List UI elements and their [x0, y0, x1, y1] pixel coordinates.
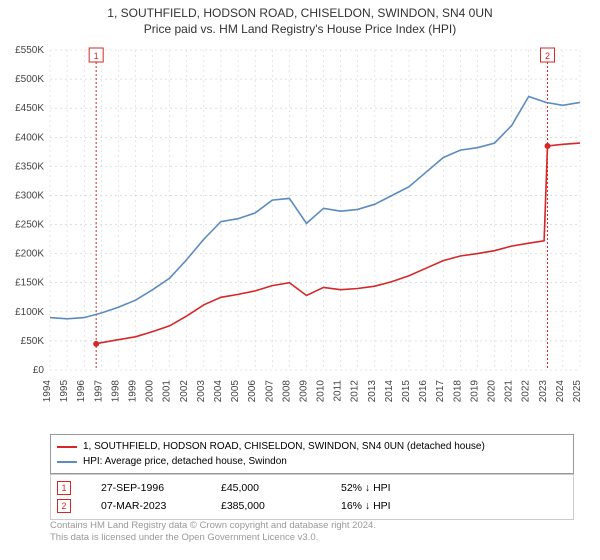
chart-plot: £0£50K£100K£150K£200K£250K£300K£350K£400…: [50, 44, 580, 404]
svg-text:2018: 2018: [452, 380, 463, 403]
svg-text:£400K: £400K: [15, 132, 44, 143]
svg-text:2004: 2004: [213, 380, 224, 403]
legend-label-1: HPI: Average price, detached house, Swin…: [83, 454, 287, 469]
event-delta: 52% ↓ HPI: [341, 482, 431, 494]
svg-text:£0: £0: [33, 365, 45, 376]
svg-text:£350K: £350K: [15, 161, 44, 172]
svg-text:1997: 1997: [93, 380, 104, 403]
legend-row: 1, SOUTHFIELD, HODSON ROAD, CHISELDON, S…: [57, 439, 567, 454]
event-delta: 16% ↓ HPI: [341, 500, 431, 512]
title-block: 1, SOUTHFIELD, HODSON ROAD, CHISELDON, S…: [0, 0, 600, 36]
svg-text:2022: 2022: [521, 380, 532, 403]
svg-text:1: 1: [94, 51, 99, 61]
svg-text:2: 2: [545, 51, 550, 61]
svg-text:1998: 1998: [110, 380, 121, 403]
svg-text:2005: 2005: [230, 380, 241, 403]
svg-text:2023: 2023: [538, 380, 549, 403]
title-main: 1, SOUTHFIELD, HODSON ROAD, CHISELDON, S…: [0, 6, 600, 20]
svg-text:2009: 2009: [298, 380, 309, 403]
svg-text:2014: 2014: [384, 380, 395, 403]
svg-text:2025: 2025: [572, 380, 583, 403]
svg-text:2015: 2015: [401, 380, 412, 403]
license-line-1: Contains HM Land Registry data © Crown c…: [50, 520, 376, 532]
event-badge-2: 2: [57, 499, 71, 513]
svg-text:2019: 2019: [469, 380, 480, 403]
svg-text:£50K: £50K: [21, 336, 45, 347]
svg-text:£300K: £300K: [15, 190, 44, 201]
svg-text:2024: 2024: [555, 380, 566, 403]
chart-container: 1, SOUTHFIELD, HODSON ROAD, CHISELDON, S…: [0, 0, 600, 560]
svg-text:1995: 1995: [59, 380, 70, 403]
svg-text:2017: 2017: [435, 380, 446, 403]
title-sub: Price paid vs. HM Land Registry's House …: [0, 22, 600, 36]
svg-text:£450K: £450K: [15, 103, 44, 114]
svg-text:2021: 2021: [504, 380, 515, 403]
chart-svg: £0£50K£100K£150K£200K£250K£300K£350K£400…: [50, 44, 580, 404]
event-price: £385,000: [221, 500, 311, 512]
svg-text:2003: 2003: [196, 380, 207, 403]
svg-text:2013: 2013: [367, 380, 378, 403]
svg-text:1999: 1999: [127, 380, 138, 403]
svg-text:£200K: £200K: [15, 249, 44, 260]
legend-row: HPI: Average price, detached house, Swin…: [57, 454, 567, 469]
events-table: 1 27-SEP-1996 £45,000 52% ↓ HPI 2 07-MAR…: [50, 474, 574, 520]
legend-label-0: 1, SOUTHFIELD, HODSON ROAD, CHISELDON, S…: [83, 439, 485, 454]
license-line-2: This data is licensed under the Open Gov…: [50, 532, 376, 544]
svg-text:2006: 2006: [247, 380, 258, 403]
event-date: 07-MAR-2023: [101, 500, 191, 512]
svg-text:2001: 2001: [162, 380, 173, 403]
legend-swatch-0: [57, 446, 77, 448]
svg-text:£500K: £500K: [15, 74, 44, 85]
legend: 1, SOUTHFIELD, HODSON ROAD, CHISELDON, S…: [50, 434, 574, 474]
svg-text:2000: 2000: [145, 380, 156, 403]
event-badge-1: 1: [57, 481, 71, 495]
svg-text:£550K: £550K: [15, 45, 44, 56]
event-date: 27-SEP-1996: [101, 482, 191, 494]
svg-text:2020: 2020: [487, 380, 498, 403]
svg-text:1994: 1994: [42, 380, 53, 403]
license-text: Contains HM Land Registry data © Crown c…: [50, 520, 376, 545]
event-price: £45,000: [221, 482, 311, 494]
svg-text:2008: 2008: [281, 380, 292, 403]
svg-text:2016: 2016: [418, 380, 429, 403]
svg-text:£100K: £100K: [15, 307, 44, 318]
svg-text:2012: 2012: [350, 380, 361, 403]
svg-text:2002: 2002: [179, 380, 190, 403]
legend-swatch-1: [57, 461, 77, 463]
svg-text:£250K: £250K: [15, 220, 44, 231]
event-row: 2 07-MAR-2023 £385,000 16% ↓ HPI: [57, 497, 567, 515]
svg-text:2011: 2011: [333, 380, 344, 402]
svg-text:1996: 1996: [76, 380, 87, 403]
event-row: 1 27-SEP-1996 £45,000 52% ↓ HPI: [57, 479, 567, 497]
svg-text:2007: 2007: [264, 380, 275, 403]
svg-text:2010: 2010: [316, 380, 327, 403]
svg-text:£150K: £150K: [15, 278, 44, 289]
